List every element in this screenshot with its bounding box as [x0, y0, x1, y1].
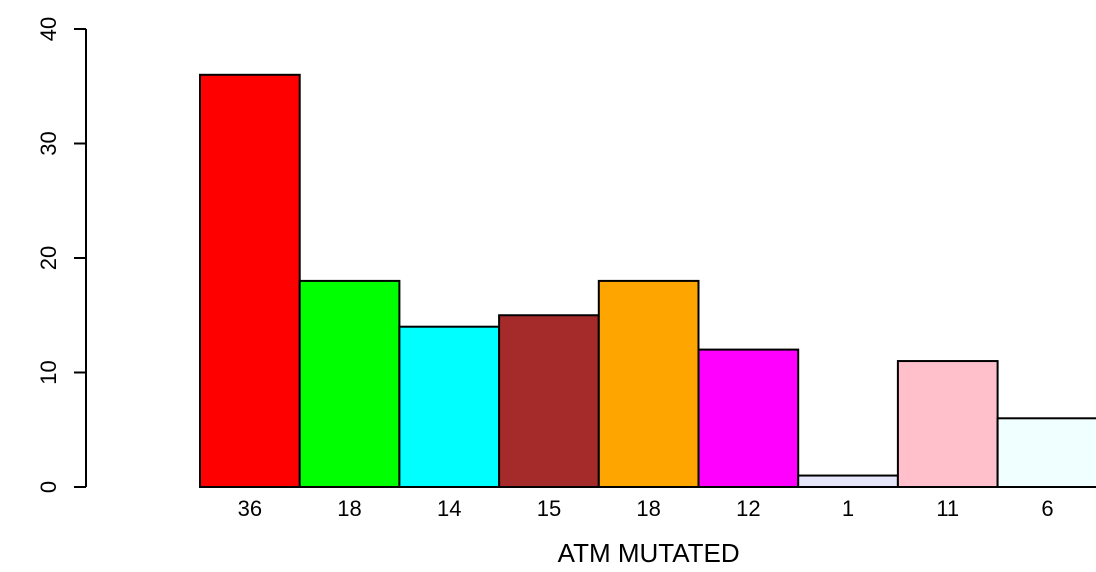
bar-2: [298, 279, 401, 488]
bar-8: [896, 360, 999, 488]
x-tick-label-7: 1: [842, 496, 854, 521]
x-tick-label-1: 36: [238, 496, 262, 521]
x-tick-label-8: 11: [936, 496, 959, 521]
x-tick-label-5: 18: [636, 496, 660, 521]
y-tick-label-4: 30: [36, 131, 61, 155]
bar-6: [697, 348, 800, 488]
bar-9: [996, 417, 1096, 488]
x-tick-label-4: 15: [537, 496, 561, 521]
bar-4: [498, 314, 600, 488]
bars-group: [199, 73, 1096, 489]
x-tick-labels: 36 18 14 15 18 12 1 11 6: [238, 496, 1054, 521]
y-tick-label-2: 10: [36, 360, 61, 384]
x-tick-label-3: 14: [437, 496, 461, 521]
y-tick-label-5: 40: [36, 17, 61, 41]
x-tick-label-9: 6: [1041, 496, 1053, 521]
bar-1: [199, 73, 301, 489]
y-tick-label-1: 0: [36, 481, 61, 493]
x-tick-label-2: 18: [337, 496, 361, 521]
y-axis: 0 10 20 30 40: [36, 17, 87, 493]
bar-7: [797, 474, 899, 488]
bar-5: [597, 279, 700, 488]
x-axis-label: ATM MUTATED: [558, 538, 740, 568]
bar-3: [398, 325, 501, 489]
x-tick-label-6: 12: [736, 496, 760, 521]
y-tick-label-3: 20: [36, 246, 61, 270]
